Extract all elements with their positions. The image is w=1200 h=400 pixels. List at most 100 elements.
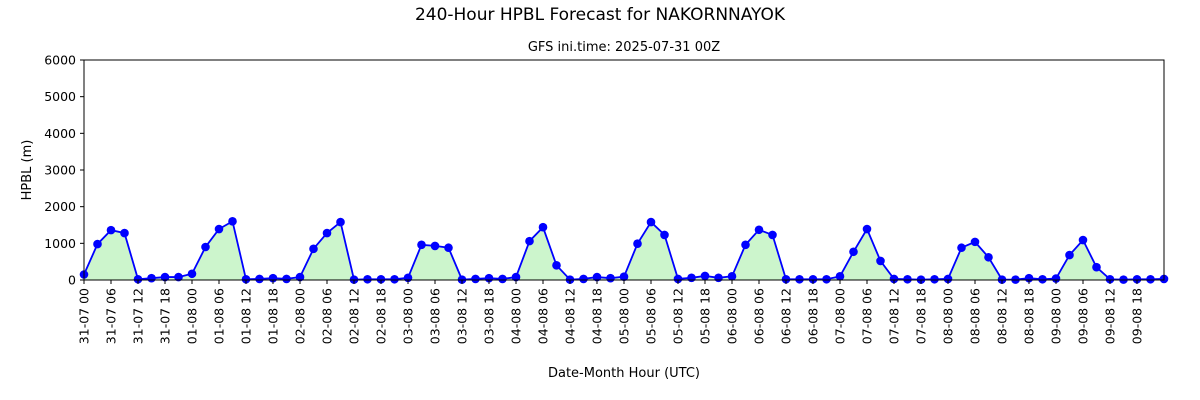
plot-area xyxy=(79,59,1169,284)
data-point xyxy=(673,274,683,284)
x-tick-label: 06-08 00 xyxy=(725,288,740,344)
y-axis-label: HPBL (m) xyxy=(20,140,35,201)
data-point xyxy=(1051,274,1061,283)
data-point xyxy=(1038,274,1047,284)
data-point xyxy=(390,274,399,284)
data-point xyxy=(808,274,818,284)
data-point xyxy=(133,274,143,284)
data-point xyxy=(228,217,237,226)
data-point xyxy=(714,273,723,283)
x-tick-label: 08-08 12 xyxy=(995,288,1010,344)
data-point xyxy=(201,242,210,252)
x-axis: 31-07 00 31-07 06 31-07 12 31-07 18 01-08 00… xyxy=(77,280,1145,344)
data-point xyxy=(768,230,777,240)
figure-title: 240-Hour HPBL Forecast for NAKORNNAYOK xyxy=(414,5,786,25)
x-tick-label: 02-08 06 xyxy=(320,288,335,344)
x-tick-label: 04-08 00 xyxy=(509,288,524,344)
data-point xyxy=(970,237,980,247)
x-tick-label: 04-08 12 xyxy=(563,288,578,344)
x-tick-label: 07-08 06 xyxy=(860,288,875,344)
data-point xyxy=(187,269,197,279)
x-tick-label: 06-08 12 xyxy=(779,288,794,344)
data-point xyxy=(849,247,858,257)
x-tick-label: 02-08 18 xyxy=(374,288,389,344)
x-tick-label: 31-07 18 xyxy=(158,288,173,344)
data-point xyxy=(538,222,548,232)
data-point xyxy=(1105,274,1115,284)
data-point xyxy=(687,273,696,283)
x-tick-label: 06-08 18 xyxy=(806,288,821,344)
data-point xyxy=(282,274,291,284)
data-point xyxy=(241,274,251,284)
x-tick-label: 31-07 00 xyxy=(77,288,92,344)
series-fill-area xyxy=(84,221,1164,280)
data-point xyxy=(862,224,872,234)
x-tick-label: 06-08 06 xyxy=(752,288,767,344)
data-point xyxy=(619,272,629,282)
data-point xyxy=(511,272,521,282)
x-tick-label: 08-08 00 xyxy=(941,288,956,344)
data-point xyxy=(295,272,305,282)
data-point xyxy=(957,243,966,253)
data-point xyxy=(1132,274,1142,284)
data-point xyxy=(322,228,332,238)
x-tick-label: 03-08 06 xyxy=(428,288,443,344)
y-tick-label: 1000 xyxy=(44,236,76,251)
data-point xyxy=(903,274,912,284)
data-point xyxy=(120,228,129,238)
data-point xyxy=(363,274,372,284)
data-point xyxy=(741,240,750,250)
data-point xyxy=(795,274,804,284)
data-point xyxy=(660,230,669,240)
data-point xyxy=(471,274,480,284)
data-point xyxy=(984,252,993,262)
x-tick-label: 09-08 18 xyxy=(1130,288,1145,344)
data-point xyxy=(255,274,264,284)
data-point xyxy=(700,271,710,281)
data-point xyxy=(646,217,656,227)
x-tick-label: 01-08 12 xyxy=(239,288,254,344)
x-tick-label: 09-08 00 xyxy=(1049,288,1064,344)
data-point xyxy=(106,225,116,235)
x-tick-label: 03-08 18 xyxy=(482,288,497,344)
x-tick-label: 07-08 12 xyxy=(887,288,902,344)
data-point xyxy=(309,244,318,254)
x-tick-label: 09-08 06 xyxy=(1076,288,1091,344)
x-tick-label: 05-08 06 xyxy=(644,288,659,344)
data-point xyxy=(930,274,939,284)
x-tick-label: 09-08 12 xyxy=(1103,288,1118,344)
data-point xyxy=(214,224,224,234)
y-tick-label: 4000 xyxy=(44,126,76,141)
data-point xyxy=(943,274,953,284)
x-tick-label: 03-08 12 xyxy=(455,288,470,344)
data-point xyxy=(822,274,831,284)
x-tick-label: 05-08 12 xyxy=(671,288,686,344)
x-tick-label: 04-08 06 xyxy=(536,288,551,344)
data-point xyxy=(160,272,170,282)
data-point xyxy=(606,273,615,283)
x-axis-label: Date-Month Hour (UTC) xyxy=(548,366,700,381)
data-point xyxy=(835,272,845,281)
data-point xyxy=(633,239,642,248)
x-tick-label: 01-08 00 xyxy=(185,288,200,344)
data-point xyxy=(147,273,156,283)
x-tick-label: 08-08 18 xyxy=(1022,288,1037,344)
data-point xyxy=(498,274,507,284)
x-tick-label: 07-08 18 xyxy=(914,288,929,344)
data-point xyxy=(444,243,453,253)
y-axis: 0 1000 2000 3000 4000 5000 6000 xyxy=(44,53,84,288)
data-point xyxy=(430,241,440,251)
y-tick-label: 6000 xyxy=(44,53,76,68)
x-tick-label: 31-07 06 xyxy=(104,288,119,344)
data-point xyxy=(876,256,885,266)
y-tick-label: 0 xyxy=(68,273,76,288)
x-tick-label: 04-08 18 xyxy=(590,288,605,344)
data-point xyxy=(592,272,602,282)
chart-subtitle: GFS ini.time: 2025-07-31 00Z xyxy=(528,40,720,55)
data-point xyxy=(1146,274,1155,284)
data-point xyxy=(552,261,561,270)
data-point xyxy=(889,274,899,284)
data-point xyxy=(754,225,764,235)
